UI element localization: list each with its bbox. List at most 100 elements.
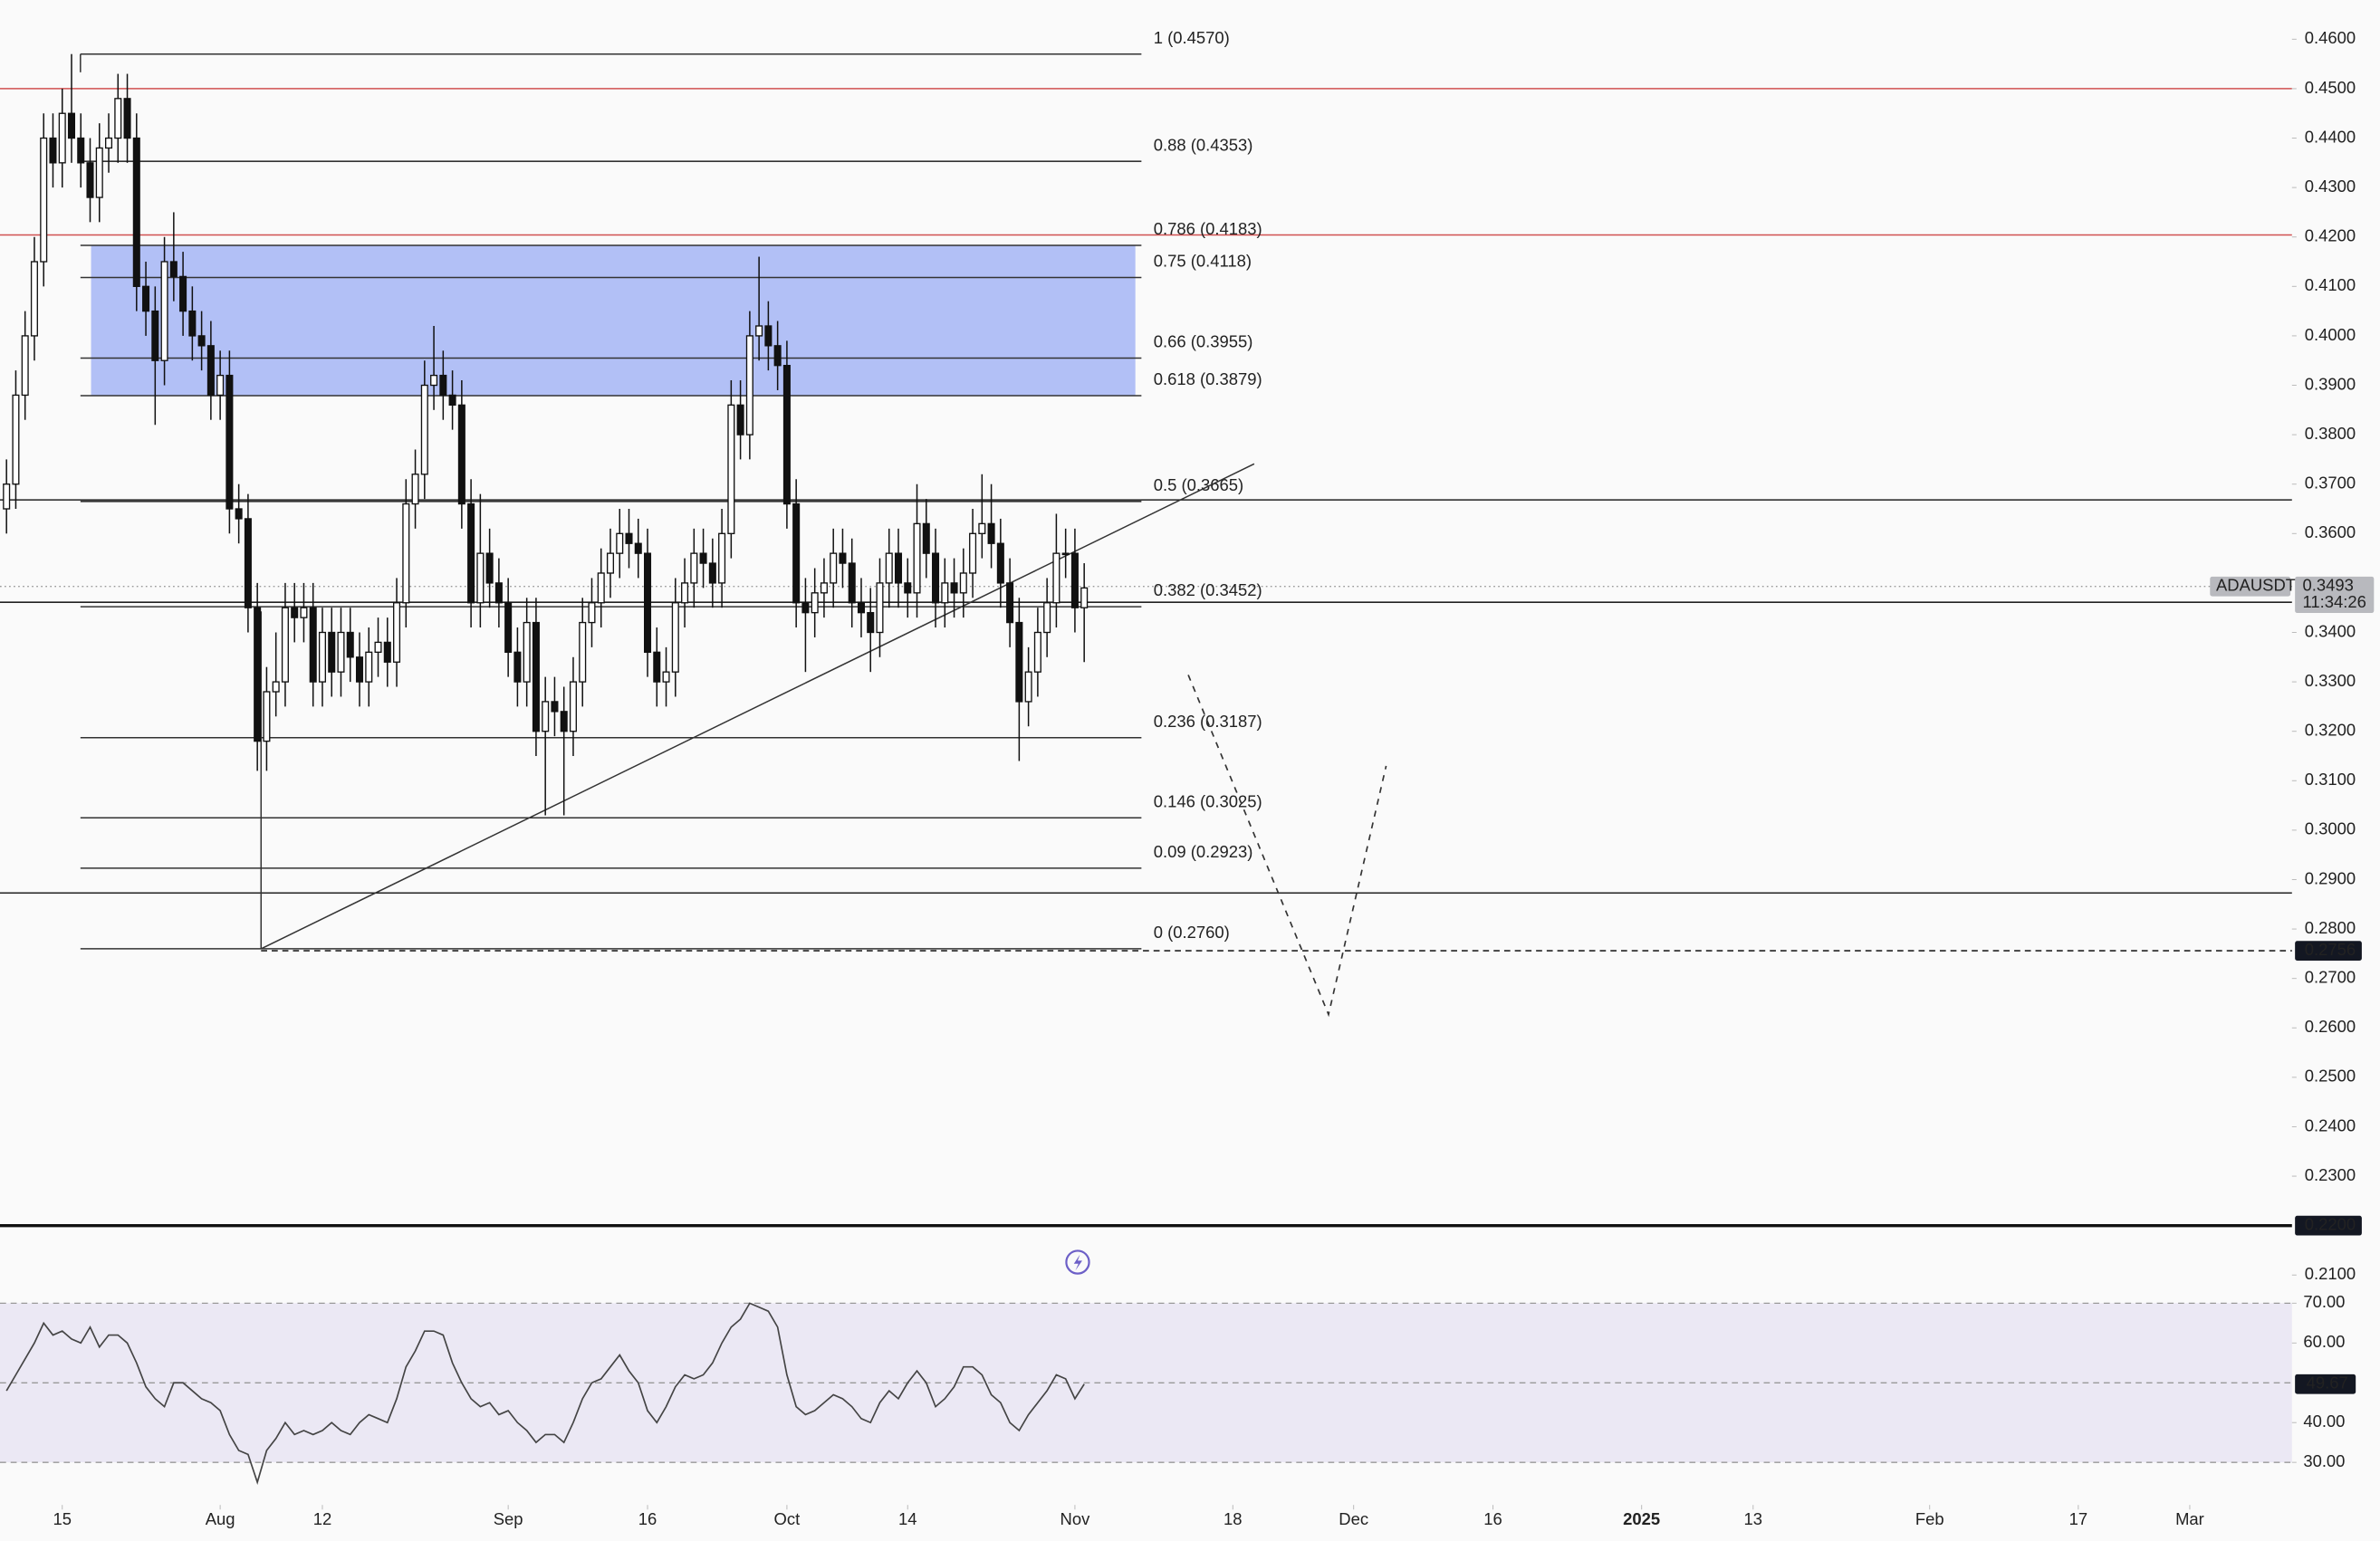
candle-body (1033, 631, 1041, 673)
candle-body (616, 532, 624, 554)
y-tick-label: 0.2800 (2305, 918, 2356, 937)
candle-body (86, 162, 94, 198)
candle-body (197, 335, 206, 347)
y-tick-label: 0.2700 (2305, 968, 2356, 987)
candle-body (894, 552, 903, 584)
candle-body (1015, 621, 1023, 703)
candle-body (727, 404, 735, 534)
projection-path (1187, 675, 1387, 1018)
x-tick-label: 17 (2069, 1509, 2087, 1528)
candle-body (597, 572, 605, 604)
x-tick-label: Aug (206, 1509, 235, 1528)
trendline (260, 463, 1255, 950)
last-price-tag-bg (2295, 576, 2375, 614)
y-tick-label: 0.2300 (2305, 1165, 2356, 1184)
candle-body (457, 404, 465, 505)
rsi-tick-label: 70.00 (2303, 1292, 2345, 1311)
candle-body (745, 335, 753, 436)
candle-body (365, 651, 373, 683)
fib-label: 0.09 (0.2923) (1154, 842, 1253, 861)
last-price-tag: 0.3493 (2303, 576, 2354, 595)
x-tick-label: Oct (774, 1509, 801, 1528)
y-tick-label: 0.2400 (2305, 1115, 2356, 1134)
candle-body (402, 502, 410, 604)
symbol-tag: ADAUSDT (2216, 576, 2296, 595)
x-tick-label: 2025 (1623, 1509, 1660, 1528)
candle-body (95, 147, 103, 198)
fib-label: 0.88 (0.4353) (1154, 135, 1253, 154)
x-tick-label: Nov (1060, 1509, 1091, 1528)
candle-body (913, 522, 921, 594)
candle-body (206, 345, 215, 397)
candle-body (755, 325, 763, 337)
candle-body (671, 602, 679, 673)
candle-body (1006, 582, 1014, 624)
candle-body (681, 582, 689, 604)
candle-body (309, 607, 317, 683)
candle-body (263, 691, 271, 742)
y-tick-label: 0.3100 (2305, 770, 2356, 789)
candle-body (448, 394, 456, 407)
candle-body (811, 592, 819, 614)
candle-body (885, 552, 893, 584)
candle-body (532, 621, 540, 732)
candle-body (542, 701, 550, 732)
candle-body (950, 582, 958, 594)
y-tick-label: 0.4600 (2305, 28, 2356, 47)
fib-zone (91, 245, 1136, 396)
candle-body (12, 394, 20, 485)
candle-body (653, 651, 661, 683)
symbol-tag-bg (2210, 576, 2291, 597)
fib-label: 0.146 (0.3025) (1154, 791, 1262, 810)
candle-body (736, 404, 744, 436)
candle-body (318, 631, 326, 683)
candle-body (393, 602, 401, 663)
candle-body (77, 137, 85, 164)
candle-body (708, 562, 716, 584)
candle-body (1080, 587, 1089, 608)
candle-body (764, 325, 773, 347)
y-tick-label: 0.3600 (2305, 522, 2356, 541)
candle-body (179, 275, 187, 312)
candle-body (606, 552, 615, 574)
candle-body (160, 261, 168, 361)
candle-body (839, 552, 847, 564)
candle-body (40, 137, 48, 263)
y-tick-label: 0.2600 (2305, 1017, 2356, 1036)
support-tag: 0.2756 (2305, 940, 2356, 959)
base-tag-bg (2295, 1215, 2362, 1236)
y-tick-label: 0.3900 (2305, 374, 2356, 393)
candle-body (848, 562, 856, 604)
x-tick-label: Mar (2175, 1509, 2204, 1528)
candle-body (513, 651, 522, 683)
candle-body (978, 522, 986, 534)
x-tick-label: 13 (1744, 1509, 1763, 1528)
candle-body (114, 98, 122, 139)
candle-body (188, 310, 197, 337)
y-tick-label: 0.4100 (2305, 275, 2356, 294)
y-tick-label: 0.2100 (2305, 1264, 2356, 1283)
x-tick-label: 16 (1483, 1509, 1502, 1528)
candle-body (996, 542, 1004, 584)
y-tick-label: 0.3800 (2305, 424, 2356, 443)
candle-body (254, 607, 262, 742)
candle-body (699, 552, 707, 564)
candle-body (504, 602, 513, 654)
candle-body (662, 671, 670, 683)
candle-body (123, 98, 131, 139)
candle-body (773, 345, 782, 367)
x-tick-label: Dec (1339, 1509, 1368, 1528)
indicator-icon[interactable] (1065, 1249, 1090, 1275)
candle-body (430, 374, 438, 387)
support-tag-bg (2295, 941, 2362, 961)
candle-body (569, 681, 577, 732)
candle-body (1070, 552, 1079, 608)
candle-body (485, 552, 494, 584)
candle-body (904, 582, 912, 594)
candle-body (579, 621, 587, 683)
candle-body (718, 532, 726, 584)
icon-circle (1065, 1249, 1090, 1275)
candle-body (105, 137, 113, 149)
countdown: 11:34:26 (2303, 592, 2366, 611)
